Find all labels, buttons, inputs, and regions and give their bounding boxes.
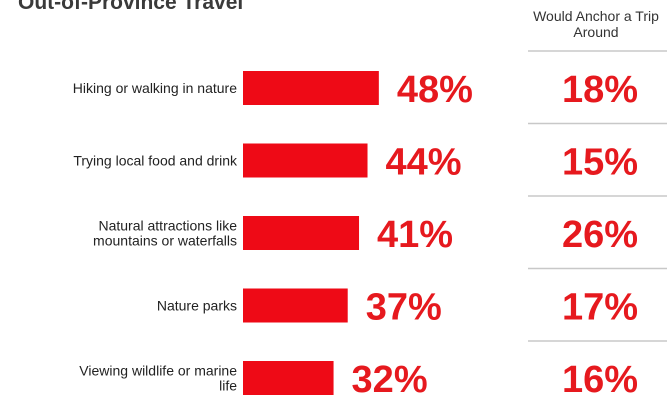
anchor-value: 26% xyxy=(562,214,638,256)
bar xyxy=(243,216,360,250)
bar xyxy=(243,361,334,395)
bar xyxy=(243,71,379,105)
chart-title: Out-of-Province Travel xyxy=(18,0,244,14)
data-label: 32% xyxy=(352,359,428,398)
category-label: Trying local food and drink xyxy=(73,153,238,169)
anchor-value: 15% xyxy=(562,142,638,184)
anchor-value: 16% xyxy=(562,359,638,398)
anchor-value: 18% xyxy=(562,69,638,111)
data-label: 48% xyxy=(397,69,473,111)
anchor-column-header: Would Anchor a Trip Around xyxy=(533,8,659,40)
bar xyxy=(243,288,348,323)
category-label: Viewing wildlife or marine xyxy=(79,363,237,379)
anchor-value: 17% xyxy=(562,287,638,329)
category-label: life xyxy=(219,378,237,394)
data-label: 37% xyxy=(366,287,442,329)
data-label: 44% xyxy=(386,142,462,184)
data-label: 41% xyxy=(377,214,453,256)
category-label: Natural attractions like xyxy=(98,218,237,234)
bar xyxy=(243,143,368,178)
category-label: Nature parks xyxy=(157,298,237,314)
category-label: Hiking or walking in nature xyxy=(73,80,237,96)
category-label: mountains or waterfalls xyxy=(93,233,237,249)
